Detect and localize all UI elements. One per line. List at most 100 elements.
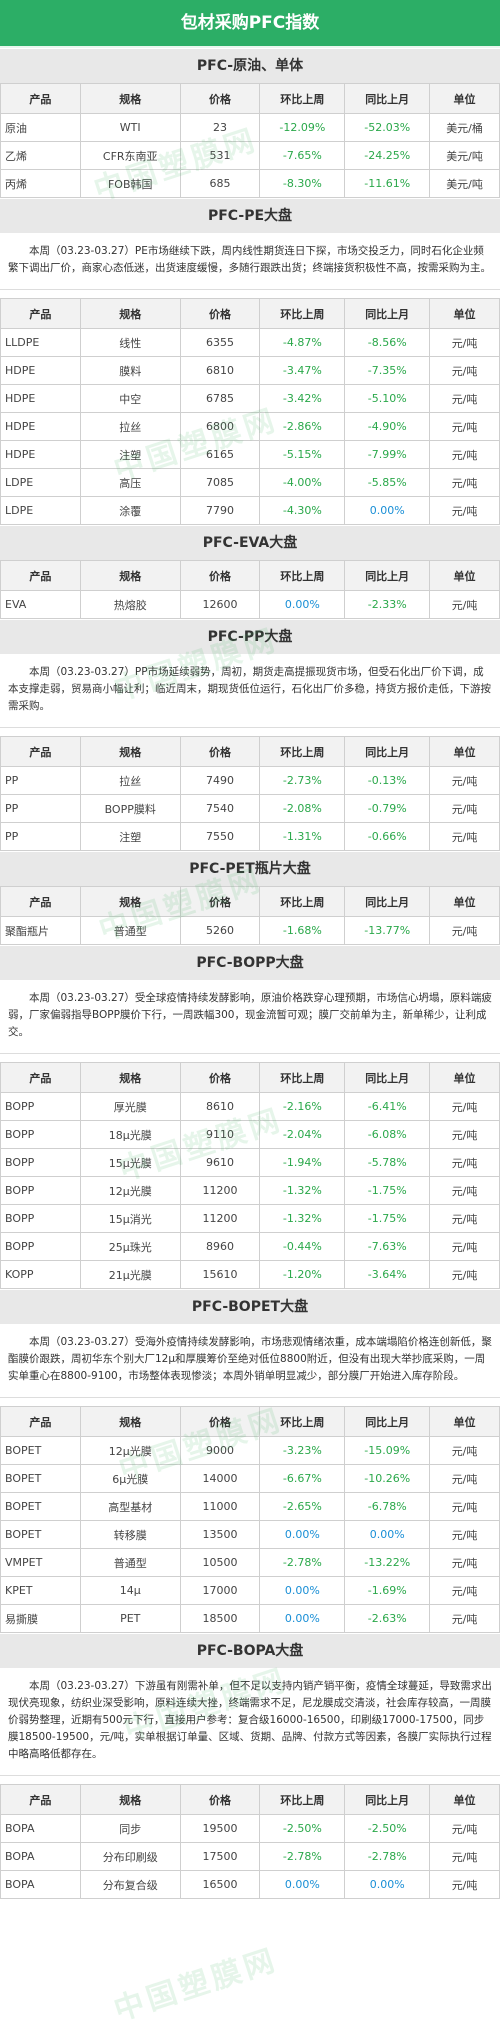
table-row: PP 拉丝 7490 -2.73% -0.13% 元/吨 bbox=[0, 766, 500, 795]
table-cell: -7.63% bbox=[344, 1232, 431, 1261]
table-cell: 531 bbox=[179, 141, 261, 170]
table-cell: 元/吨 bbox=[429, 1492, 500, 1521]
table-cell: -1.32% bbox=[259, 1204, 346, 1233]
table-cell: -2.78% bbox=[259, 1548, 346, 1577]
table-cell: HDPE bbox=[0, 412, 81, 441]
spacer bbox=[0, 1776, 500, 1784]
table-cell: VMPET bbox=[0, 1548, 81, 1577]
table-cell: 6355 bbox=[179, 328, 261, 357]
table-cell: -24.25% bbox=[344, 141, 431, 170]
table-cell: 元/吨 bbox=[429, 1176, 500, 1205]
table-row: 原油 WTI 23 -12.09% -52.03% 美元/桶 bbox=[0, 113, 500, 142]
table-cell: 元/吨 bbox=[429, 496, 500, 525]
table-header-row: 产品 规格 价格 环比上周 同比上月 单位 bbox=[0, 560, 500, 591]
table-cell: -3.42% bbox=[259, 384, 346, 413]
table-cell: 元/吨 bbox=[429, 1148, 500, 1177]
column-header: 价格 bbox=[179, 1062, 261, 1093]
column-header: 环比上周 bbox=[259, 736, 346, 767]
column-header: 产品 bbox=[0, 1406, 81, 1437]
table-cell: 元/吨 bbox=[429, 822, 500, 851]
table-row: HDPE 膜料 6810 -3.47% -7.35% 元/吨 bbox=[0, 356, 500, 385]
column-header: 环比上周 bbox=[259, 83, 346, 114]
spacer bbox=[0, 1054, 500, 1062]
table-cell: 14μ bbox=[79, 1576, 181, 1605]
table-cell: 拉丝 bbox=[79, 766, 181, 795]
table-row: PP BOPP膜料 7540 -2.08% -0.79% 元/吨 bbox=[0, 794, 500, 823]
table-cell: 0.00% bbox=[344, 1870, 431, 1899]
table-cell: 11200 bbox=[179, 1176, 261, 1205]
table-cell: BOPP bbox=[0, 1148, 81, 1177]
column-header: 同比上月 bbox=[344, 1406, 431, 1437]
table-cell: -2.65% bbox=[259, 1492, 346, 1521]
table-cell: -52.03% bbox=[344, 113, 431, 142]
table-cell: BOPP bbox=[0, 1204, 81, 1233]
table-cell: -10.26% bbox=[344, 1464, 431, 1493]
table-row: EVA 热熔胶 12600 0.00% -2.33% 元/吨 bbox=[0, 590, 500, 619]
section-title: PFC-BOPP大盘 bbox=[0, 945, 500, 980]
table-cell: LLDPE bbox=[0, 328, 81, 357]
table-cell: -2.50% bbox=[344, 1814, 431, 1843]
table-cell: 9000 bbox=[179, 1436, 261, 1465]
table-cell: 元/吨 bbox=[429, 1870, 500, 1899]
table-cell: -4.87% bbox=[259, 328, 346, 357]
table-cell: 涂覆 bbox=[79, 496, 181, 525]
column-header: 单位 bbox=[429, 298, 500, 329]
table-cell: -7.99% bbox=[344, 440, 431, 469]
table-cell: CFR东南亚 bbox=[79, 141, 181, 170]
price-table: 产品 规格 价格 环比上周 同比上月 单位 原油 WTI 23 -12.09% -52.03% 美元/… bbox=[0, 83, 500, 198]
table-cell: 9610 bbox=[179, 1148, 261, 1177]
table-cell: 10500 bbox=[179, 1548, 261, 1577]
table-cell: 元/吨 bbox=[429, 440, 500, 469]
table-cell: 普通型 bbox=[79, 916, 181, 945]
table-row: 聚酯瓶片 普通型 5260 -1.68% -13.77% 元/吨 bbox=[0, 916, 500, 945]
table-cell: 18500 bbox=[179, 1604, 261, 1633]
table-cell: -7.65% bbox=[259, 141, 346, 170]
table-cell: 元/吨 bbox=[429, 1436, 500, 1465]
price-table: 产品 规格 价格 环比上周 同比上月 单位 PP 拉丝 7490 -2.73% -0.13% 元/吨 P… bbox=[0, 736, 500, 851]
table-cell: 15μ消光 bbox=[79, 1204, 181, 1233]
column-header: 价格 bbox=[179, 886, 261, 917]
table-header-row: 产品 规格 价格 环比上周 同比上月 单位 bbox=[0, 1784, 500, 1815]
table-cell: -3.23% bbox=[259, 1436, 346, 1465]
table-cell: -2.78% bbox=[259, 1842, 346, 1871]
table-cell: 7490 bbox=[179, 766, 261, 795]
table-cell: 美元/吨 bbox=[429, 169, 500, 198]
table-row: HDPE 中空 6785 -3.42% -5.10% 元/吨 bbox=[0, 384, 500, 413]
table-cell: BOPET bbox=[0, 1436, 81, 1465]
table-row: BOPET 6μ光膜 14000 -6.67% -10.26% 元/吨 bbox=[0, 1464, 500, 1493]
table-cell: 易撕膜 bbox=[0, 1604, 81, 1633]
column-header: 产品 bbox=[0, 1062, 81, 1093]
table-cell: -6.78% bbox=[344, 1492, 431, 1521]
column-header: 单位 bbox=[429, 1062, 500, 1093]
table-cell: -2.73% bbox=[259, 766, 346, 795]
table-cell: PP bbox=[0, 794, 81, 823]
table-cell: -4.90% bbox=[344, 412, 431, 441]
section-title: PFC-BOPET大盘 bbox=[0, 1289, 500, 1324]
column-header: 环比上周 bbox=[259, 1062, 346, 1093]
table-cell: 原油 bbox=[0, 113, 81, 142]
section-commentary: 本周（03.23-03.27）PP市场延续弱势，周初，期货走高提振现货市场，但受… bbox=[0, 654, 500, 728]
table-cell: 6800 bbox=[179, 412, 261, 441]
table-cell: PP bbox=[0, 822, 81, 851]
table-cell: 13500 bbox=[179, 1520, 261, 1549]
column-header: 规格 bbox=[79, 736, 181, 767]
table-cell: -5.78% bbox=[344, 1148, 431, 1177]
table-cell: 元/吨 bbox=[429, 1120, 500, 1149]
table-cell: BOPA bbox=[0, 1842, 81, 1871]
price-table: 产品 规格 价格 环比上周 同比上月 单位 EVA 热熔胶 12600 0.00% -2.33% 元/… bbox=[0, 560, 500, 619]
table-row: LLDPE 线性 6355 -4.87% -8.56% 元/吨 bbox=[0, 328, 500, 357]
column-header: 同比上月 bbox=[344, 560, 431, 591]
table-cell: 元/吨 bbox=[429, 1814, 500, 1843]
table-cell: HDPE bbox=[0, 356, 81, 385]
table-cell: 685 bbox=[179, 169, 261, 198]
table-cell: -0.66% bbox=[344, 822, 431, 851]
table-cell: -2.04% bbox=[259, 1120, 346, 1149]
table-cell: BOPA bbox=[0, 1870, 81, 1899]
table-row: 乙烯 CFR东南亚 531 -7.65% -24.25% 美元/吨 bbox=[0, 141, 500, 170]
column-header: 同比上月 bbox=[344, 736, 431, 767]
table-cell: -1.31% bbox=[259, 822, 346, 851]
table-cell: 元/吨 bbox=[429, 766, 500, 795]
table-cell: HDPE bbox=[0, 384, 81, 413]
column-header: 环比上周 bbox=[259, 298, 346, 329]
table-cell: BOPP bbox=[0, 1176, 81, 1205]
